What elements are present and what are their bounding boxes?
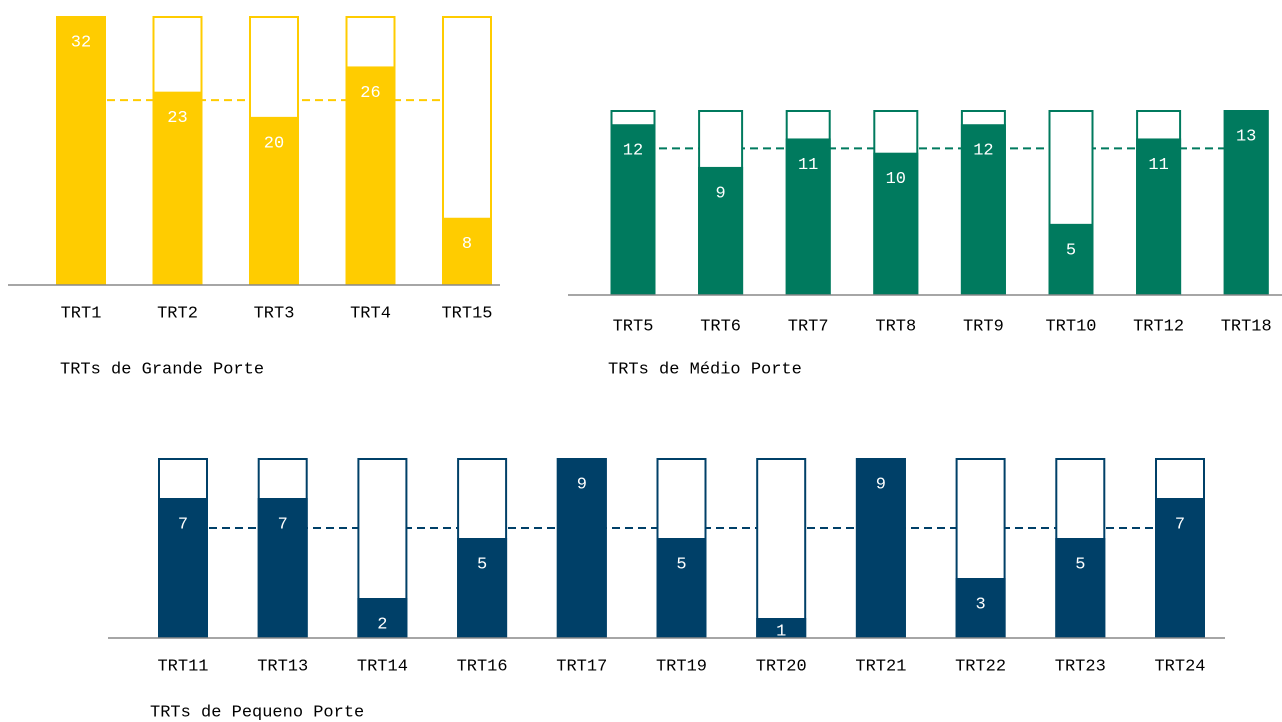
- x-tick-label: TRT14: [357, 657, 408, 676]
- value-label: 5: [676, 555, 686, 574]
- bar: [855, 458, 906, 638]
- x-tick-label: TRT20: [756, 657, 807, 676]
- bar: [785, 138, 831, 295]
- bar: [345, 66, 396, 285]
- value-label: 12: [623, 142, 643, 161]
- value-label: 9: [577, 475, 587, 494]
- bar: [656, 538, 707, 638]
- x-tick-label: TRT8: [875, 317, 916, 336]
- value-label: 7: [1175, 515, 1185, 534]
- bar: [257, 498, 308, 638]
- value-label: 20: [264, 134, 284, 153]
- x-tick-label: TRT12: [1133, 317, 1184, 336]
- x-tick-label: TRT4: [350, 304, 391, 323]
- value-label: 2: [377, 615, 387, 634]
- bar: [442, 217, 492, 285]
- value-label: 11: [798, 156, 818, 175]
- axis-label: TRTs de Médio Porte: [608, 360, 802, 379]
- bar: [158, 498, 208, 638]
- bar-frame: [756, 458, 807, 638]
- x-tick-label: TRT16: [457, 657, 508, 676]
- x-tick-label: TRT23: [1055, 657, 1106, 676]
- value-label: 5: [1066, 241, 1076, 260]
- value-label: 10: [886, 170, 906, 189]
- bar: [1055, 538, 1106, 638]
- bar: [610, 124, 656, 295]
- x-tick-label: TRT24: [1154, 657, 1205, 676]
- x-tick-label: TRT13: [257, 657, 308, 676]
- axis-label: TRTs de Grande Porte: [60, 360, 264, 379]
- x-tick-label: TRT11: [157, 657, 208, 676]
- x-tick-label: TRT21: [855, 657, 906, 676]
- x-tick-label: TRT17: [556, 657, 607, 676]
- x-tick-label: TRT1: [61, 304, 102, 323]
- bar: [960, 124, 1006, 295]
- x-tick-label: TRT18: [1221, 317, 1272, 336]
- x-tick-label: TRT15: [441, 304, 492, 323]
- bar: [756, 618, 807, 638]
- x-tick-label: TRT3: [254, 304, 295, 323]
- bar: [457, 538, 508, 638]
- value-label: 32: [71, 33, 91, 52]
- value-label: 5: [477, 555, 487, 574]
- value-label: 12: [973, 142, 993, 161]
- x-tick-label: TRT7: [788, 317, 829, 336]
- x-tick-label: TRT2: [157, 304, 198, 323]
- value-label: 26: [360, 84, 380, 103]
- value-label: 8: [462, 235, 472, 254]
- bar: [698, 166, 744, 295]
- bar: [1048, 223, 1094, 295]
- bar: [1223, 110, 1269, 295]
- value-label: 3: [975, 595, 985, 614]
- bar: [249, 116, 299, 285]
- bar: [556, 458, 607, 638]
- value-label: 7: [278, 515, 288, 534]
- bar: [56, 16, 106, 285]
- x-tick-label: TRT5: [613, 317, 654, 336]
- x-tick-label: TRT9: [963, 317, 1004, 336]
- value-label: 23: [167, 109, 187, 128]
- bar: [152, 91, 203, 285]
- value-label: 9: [715, 184, 725, 203]
- axis-label: TRTs de Pequeno Porte: [150, 703, 364, 722]
- x-tick-label: TRT19: [656, 657, 707, 676]
- bar: [873, 152, 919, 295]
- x-tick-label: TRT10: [1045, 317, 1096, 336]
- x-tick-label: TRT6: [700, 317, 741, 336]
- bar: [1155, 498, 1205, 638]
- value-label: 1: [776, 622, 786, 641]
- value-label: 9: [876, 475, 886, 494]
- bar: [357, 598, 408, 638]
- value-label: 11: [1148, 156, 1168, 175]
- value-label: 13: [1236, 127, 1256, 146]
- value-label: 5: [1075, 555, 1085, 574]
- value-label: 7: [178, 515, 188, 534]
- bar: [1136, 138, 1182, 295]
- x-tick-label: TRT22: [955, 657, 1006, 676]
- bar: [955, 578, 1006, 638]
